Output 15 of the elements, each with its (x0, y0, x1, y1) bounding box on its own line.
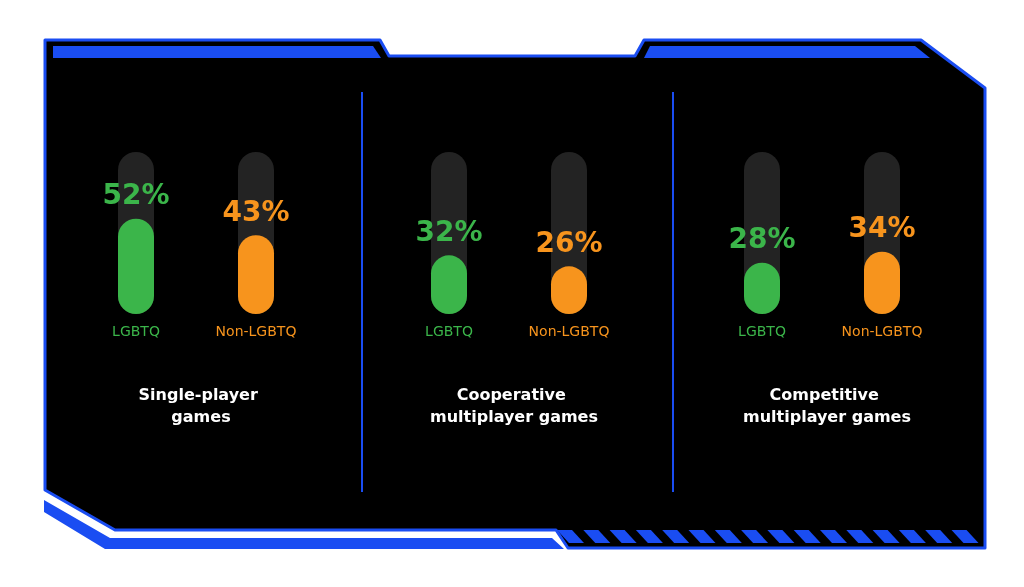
text: Competitive multiplayer games (743, 384, 911, 426)
x-tick-label: Non-LGBTQ (528, 323, 610, 339)
data-label: 43% (222, 194, 290, 228)
data-label: 52% (102, 178, 170, 212)
data-label: 32% (415, 214, 483, 248)
data-label: 26% (535, 225, 603, 259)
x-tick-label: LGBTQ (425, 323, 473, 339)
text: Single-player games (138, 384, 264, 426)
data-label: 34% (848, 211, 916, 245)
x-tick-label: LGBTQ (738, 323, 786, 339)
x-tick-label: Non-LGBTQ (841, 323, 923, 339)
x-tick-label: LGBTQ (112, 323, 160, 339)
text: Cooperative multiplayer games (430, 384, 598, 426)
data-label: 28% (728, 222, 796, 256)
x-tick-label: Non-LGBTQ (215, 323, 297, 339)
